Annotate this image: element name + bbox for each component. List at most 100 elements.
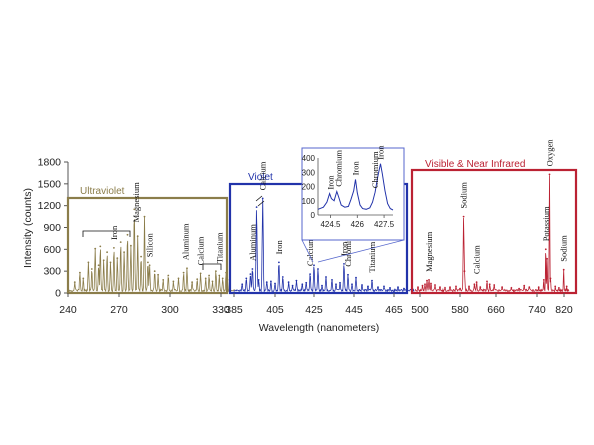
peak-point: [548, 173, 551, 176]
peak-point: [523, 284, 526, 287]
peak-point: [119, 241, 122, 244]
peak-point: [565, 285, 568, 288]
element-label: Calcium: [196, 236, 206, 265]
peak-point: [186, 267, 188, 270]
x-tick-label: 740: [528, 304, 546, 316]
peak-point: [421, 284, 424, 287]
peak-point: [249, 273, 252, 275]
peak-point: [309, 273, 311, 275]
peak-point: [488, 283, 491, 286]
peak-point: [109, 261, 112, 264]
peak-point: [339, 281, 341, 284]
x-tick-label: 425: [305, 304, 323, 316]
peak-point: [106, 251, 108, 254]
peak-point: [245, 277, 248, 280]
peak-point: [257, 279, 260, 281]
peak-point: [449, 286, 451, 289]
inset-y-tick-label: 200: [302, 183, 316, 192]
peak-point: [403, 287, 405, 290]
peak-point: [172, 280, 175, 283]
titanium-bracket: [202, 263, 222, 270]
peak-point: [82, 277, 85, 280]
peak-point: [463, 270, 466, 273]
peak-point: [136, 235, 139, 238]
peak-point: [317, 268, 319, 270]
peak-point: [90, 268, 93, 270]
element-label: Iron: [109, 225, 119, 240]
x-tick-label: 465: [385, 304, 403, 316]
peak-point: [225, 271, 228, 274]
element-label: Aluminum: [180, 223, 190, 260]
element-label: Titanium: [367, 241, 377, 272]
inset-y-tick-label: 100: [302, 197, 316, 206]
peak-point: [116, 257, 119, 259]
element-label: Potassium: [541, 206, 551, 241]
x-tick-label: 445: [345, 304, 363, 316]
peak-point: [265, 281, 268, 283]
x-tick-label: 820: [555, 304, 573, 316]
peak-point: [475, 281, 478, 283]
inset-element-label: Chromium: [370, 151, 380, 188]
panel-title: Ultraviolet: [80, 186, 125, 197]
peak-point: [97, 264, 100, 267]
x-tick-label: 270: [110, 304, 128, 316]
peak-point: [501, 286, 503, 289]
peak-point: [479, 286, 482, 289]
peak-point: [417, 286, 419, 289]
inset-element-label: Iron: [376, 145, 386, 160]
peak-point: [468, 285, 470, 288]
peak-point: [148, 264, 151, 267]
peak-point: [133, 208, 136, 211]
inset-x-tick-label: 426: [351, 220, 365, 229]
inset-connector: [301, 239, 314, 263]
peak-point: [428, 279, 430, 281]
x-tick-label: 300: [161, 304, 179, 316]
inset-y-tick-label: 0: [311, 211, 316, 220]
peak-point: [486, 280, 488, 283]
peak-point: [430, 282, 432, 285]
peak-point: [147, 261, 149, 264]
panel-frame: [66, 196, 229, 295]
peak-point: [99, 245, 102, 248]
y-tick-label: 1800: [38, 157, 62, 169]
peak-point: [377, 286, 379, 289]
peak-point: [130, 244, 132, 247]
peak-point: [113, 247, 115, 249]
peak-point: [301, 283, 304, 286]
peak-point: [177, 277, 180, 280]
peak-point: [444, 287, 446, 289]
peak-point: [493, 284, 496, 286]
peak-point: [278, 261, 280, 264]
peak-point: [218, 274, 221, 277]
peak-point: [291, 284, 294, 287]
peak-point: [439, 286, 441, 289]
peak-point: [426, 279, 428, 282]
peak-point: [343, 263, 345, 265]
peak-point: [546, 257, 548, 260]
x-tick-label: 405: [266, 304, 284, 316]
element-label: Calcium: [258, 161, 268, 190]
peak-point: [549, 277, 552, 280]
peak-point: [351, 283, 353, 286]
peak-point: [389, 287, 391, 289]
peak-point: [211, 280, 214, 283]
element-label: Titanium: [214, 232, 224, 263]
peak-point: [221, 277, 224, 280]
x-tick-label: 240: [59, 304, 77, 316]
peak-point: [518, 287, 520, 290]
peak-point: [537, 286, 540, 289]
peak-point: [79, 271, 81, 274]
x-tick-label: 660: [487, 304, 505, 316]
peak-point: [287, 281, 290, 283]
peak-point: [182, 271, 185, 274]
peak-point: [459, 287, 461, 290]
x-tick-label: 330: [212, 304, 230, 316]
peak-point: [281, 276, 284, 278]
inset-x-tick-label: 427.5: [374, 220, 395, 229]
peak-point: [347, 273, 349, 276]
y-tick-label: 600: [43, 244, 61, 256]
peak-point: [143, 215, 146, 218]
peak-point: [367, 285, 369, 288]
peak-point: [305, 281, 308, 284]
